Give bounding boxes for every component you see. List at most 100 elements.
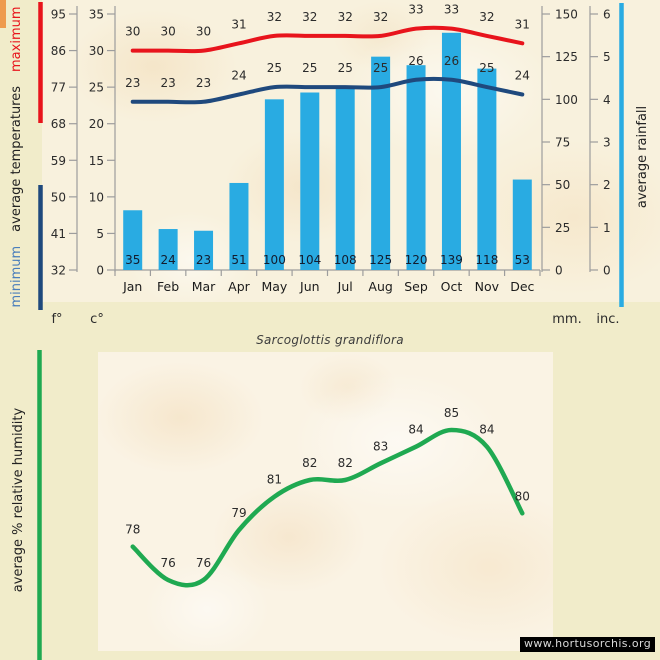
temp-value-label: 31 (231, 17, 246, 31)
temp-value-label: 26 (408, 54, 423, 68)
rainfall-value-label: 108 (334, 253, 357, 267)
rainfall-value-label: 118 (475, 253, 498, 267)
temp-value-label: 32 (267, 10, 282, 24)
rainfall-bar (336, 86, 355, 270)
fahrenheit-axis-tick-label: 32 (51, 264, 66, 278)
rainfall-bar (442, 33, 461, 270)
temp-value-label: 32 (479, 10, 494, 24)
celsius-axis-tick-label: 20 (89, 117, 104, 131)
temp-value-label: 23 (125, 76, 140, 90)
celsius-axis-tick-label: 30 (89, 44, 104, 58)
temp-value-label: 32 (338, 10, 353, 24)
humidity-value-label: 76 (196, 556, 211, 570)
inches-axis-tick-label: 1 (603, 221, 611, 235)
celsius-axis-tick-label: 35 (89, 8, 104, 22)
millimeters-axis-tick-label: 100 (555, 93, 578, 107)
month-label: Jul (337, 279, 353, 294)
month-label: Dec (510, 279, 534, 294)
temp-value-label: 23 (196, 76, 211, 90)
max-temp-series: 303030313232323233333231 (125, 3, 530, 52)
rainfall-bars: 3524235110010410812512013911853 (123, 33, 532, 270)
humidity-value-label: 79 (231, 506, 246, 520)
min-temp-line (133, 79, 523, 102)
rainfall-value-label: 23 (196, 253, 211, 267)
temp-value-label: 32 (302, 10, 317, 24)
inches-axis-tick-label: 4 (603, 93, 611, 107)
climate-sheet: 9586776859504132353025201510501501251007… (0, 0, 660, 660)
rainfall-value-label: 53 (515, 253, 530, 267)
temperature-rainfall-chart: 9586776859504132353025201510501501251007… (0, 0, 660, 330)
millimeters-axis-tick-label: 75 (555, 136, 570, 150)
month-label: Mar (192, 279, 216, 294)
month-label: Nov (475, 279, 500, 294)
left-axis-title: minimumaverage temperaturesmaximum (9, 6, 24, 307)
humidity-axis-title: average % relative humidity (11, 407, 26, 592)
min-temp-series: 232323242525252526262524 (125, 54, 530, 103)
rainfall-value-label: 120 (405, 253, 428, 267)
humidity-value-label: 78 (125, 523, 140, 537)
rainfall-bar (265, 99, 284, 270)
humidity-value-label: 80 (515, 489, 530, 503)
celsius-axis-tick-label: 15 (89, 154, 104, 168)
millimeters-axis-tick-label: 0 (555, 264, 563, 278)
temp-value-label: 30 (196, 25, 211, 39)
humidity-value-label: 85 (444, 406, 459, 420)
fahrenheit-axis-tick-label: 77 (51, 81, 66, 95)
fahrenheit-unit-label: f° (51, 312, 62, 327)
fahrenheit-axis-tick-label: 59 (51, 154, 66, 168)
right-axis-title: average rainfall (635, 106, 650, 208)
inches-unit-label: inc. (596, 312, 619, 327)
temp-value-label: 25 (479, 61, 494, 75)
temp-value-label: 33 (408, 3, 423, 17)
max-temp-line (133, 28, 523, 51)
website-url: www.hortusorchis.org (524, 637, 651, 650)
celsius-unit-label: c° (90, 312, 104, 327)
temp-value-label: 31 (515, 17, 530, 31)
rainfall-value-label: 35 (125, 253, 140, 267)
rainfall-value-label: 51 (231, 253, 246, 267)
month-label: Sep (404, 279, 428, 294)
humidity-value-label: 81 (267, 473, 282, 487)
inches-axis-tick-label: 6 (603, 8, 611, 22)
humidity-line (133, 430, 523, 585)
fahrenheit-axis-tick-label: 68 (51, 117, 66, 131)
rainfall-value-label: 125 (369, 253, 392, 267)
millimeters-axis-tick-label: 50 (555, 178, 570, 192)
website-badge: www.hortusorchis.org (520, 637, 655, 652)
month-label: Jan (122, 279, 142, 294)
month-label: Aug (368, 279, 392, 294)
temp-value-label: 25 (338, 61, 353, 75)
rainfall-value-label: 100 (263, 253, 286, 267)
rainfall-bar (300, 93, 319, 270)
inches-axis-tick-label: 2 (603, 178, 611, 192)
humidity-value-label: 82 (302, 456, 317, 470)
celsius-axis-tick-label: 25 (89, 81, 104, 95)
rainfall-value-label: 104 (298, 253, 321, 267)
celsius-axis-tick-label: 10 (89, 190, 104, 204)
temp-value-label: 30 (125, 25, 140, 39)
humidity-value-label: 84 (408, 423, 423, 437)
rainfall-value-label: 24 (160, 253, 175, 267)
celsius-axis-tick-label: 5 (96, 227, 104, 241)
temp-value-label: 25 (373, 61, 388, 75)
month-label: Feb (157, 279, 179, 294)
temp-value-label: 25 (302, 61, 317, 75)
temp-value-label: 32 (373, 10, 388, 24)
inches-axis-tick-label: 0 (603, 264, 611, 278)
temp-value-label: 24 (515, 68, 530, 82)
rainfall-bar (407, 65, 426, 270)
temp-value-label: 30 (160, 25, 175, 39)
month-label: May (261, 279, 287, 294)
humidity-value-label: 82 (338, 456, 353, 470)
humidity-value-label: 76 (160, 556, 175, 570)
month-label: Oct (441, 279, 463, 294)
humidity-value-label: 83 (373, 439, 388, 453)
millimeters-axis-tick-label: 150 (555, 8, 578, 22)
temp-value-label: 26 (444, 54, 459, 68)
temp-value-label: 24 (231, 68, 246, 82)
humidity-series: 787676798182828384858480 (125, 406, 530, 585)
fahrenheit-axis-tick-label: 41 (51, 227, 66, 241)
millimeters-unit-label: mm. (552, 312, 581, 327)
millimeters-axis-tick-label: 125 (555, 50, 578, 64)
inches-axis-tick-label: 3 (603, 136, 611, 150)
